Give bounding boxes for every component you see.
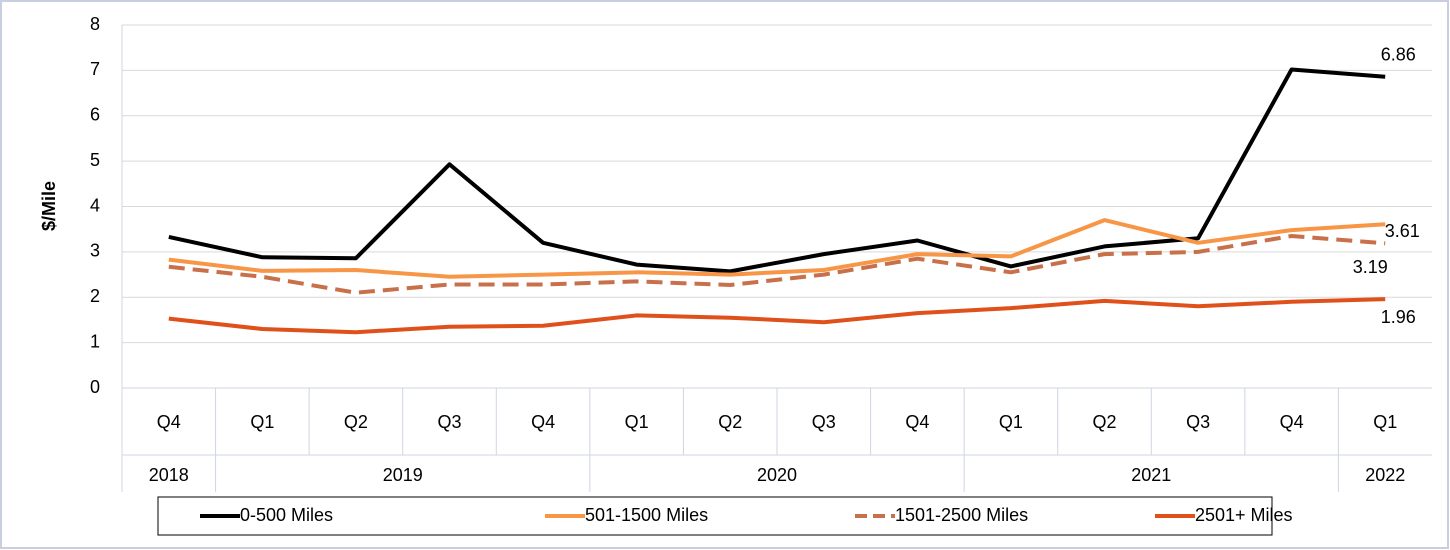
- y-tick-label: 5: [90, 150, 100, 170]
- series-line: [168, 297, 1386, 335]
- y-tick-label: 6: [90, 105, 100, 125]
- y-tick-label: 1: [90, 331, 100, 351]
- x-tick-label: Q1: [1373, 412, 1397, 432]
- y-tick-label: 2: [90, 286, 100, 306]
- x-group-label: 2018: [149, 465, 189, 485]
- legend-label: 1501-2500 Miles: [895, 505, 1028, 525]
- y-axis-label: $/Mile: [39, 181, 59, 231]
- y-tick-label: 4: [90, 195, 100, 215]
- legend-label: 501-1500 Miles: [585, 505, 708, 525]
- y-tick-label: 7: [90, 59, 100, 79]
- data-label: 3.61: [1385, 221, 1420, 241]
- x-tick-label: Q2: [344, 412, 368, 432]
- x-tick-label: Q3: [1186, 412, 1210, 432]
- x-group-label: 2020: [757, 465, 797, 485]
- x-tick-label: Q3: [437, 412, 461, 432]
- legend-label: 2501+ Miles: [1195, 505, 1293, 525]
- legend-box: [157, 496, 1273, 536]
- x-tick-label: Q4: [905, 412, 929, 432]
- x-group-label: 2021: [1131, 465, 1171, 485]
- data-label: 3.19: [1353, 257, 1388, 277]
- x-tick-label: Q3: [812, 412, 836, 432]
- x-tick-label: Q1: [250, 412, 274, 432]
- y-tick-label: 8: [90, 14, 100, 34]
- x-tick-label: Q2: [718, 412, 742, 432]
- y-tick-label: 3: [90, 241, 100, 261]
- data-label: 1.96: [1381, 307, 1416, 327]
- x-tick-label: Q1: [999, 412, 1023, 432]
- x-tick-label: Q1: [625, 412, 649, 432]
- legend-label: 0-500 Miles: [240, 505, 333, 525]
- x-tick-label: Q4: [1280, 412, 1304, 432]
- series-line: [168, 234, 1386, 295]
- x-tick-label: Q4: [531, 412, 555, 432]
- data-label: 6.86: [1381, 44, 1416, 64]
- series-line: [168, 218, 1386, 279]
- x-group-label: 2022: [1365, 465, 1405, 485]
- x-tick-label: Q2: [1092, 412, 1116, 432]
- x-tick-label: Q4: [157, 412, 181, 432]
- y-tick-label: 0: [90, 377, 100, 397]
- x-group-label: 2019: [383, 465, 423, 485]
